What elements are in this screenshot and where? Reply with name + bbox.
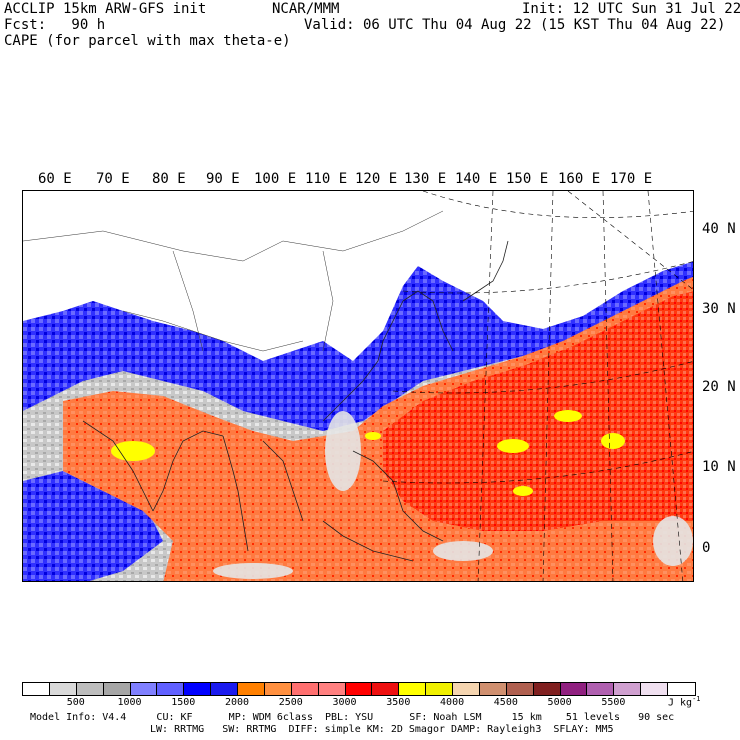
model-info-line2: LW: RRTMG SW: RRTMG DIFF: simple KM: 2D …: [150, 724, 614, 735]
borders: [23, 210, 444, 352]
colorbar-cell: [560, 683, 588, 695]
colorbar-cell: [291, 683, 319, 695]
latitude-label: 40 N: [702, 221, 736, 237]
very-high-cape-region: [383, 291, 693, 531]
colorbar-tick-label: 2000: [224, 697, 250, 708]
colorbar-cell: [641, 683, 668, 695]
latitude-label: 0: [702, 540, 711, 556]
colorbar-cell: [372, 683, 400, 695]
colorbar-cell: [479, 683, 507, 695]
longitude-label: 80 E: [152, 171, 186, 187]
extreme-cape-spots: [111, 410, 625, 496]
colorbar-units: J kg-1: [668, 694, 701, 708]
cape-map: [22, 190, 694, 582]
colorbar-cell: [238, 683, 265, 695]
cloud-like-patches: [213, 411, 693, 579]
longitude-label: 110 E: [305, 171, 348, 187]
init-time: Init: 12 UTC Sun 31 Jul 22: [522, 1, 740, 17]
units-exponent: -1: [692, 695, 701, 703]
longitude-label: 120 E: [355, 171, 398, 187]
longitude-label: 70 E: [96, 171, 130, 187]
longitude-label: 160 E: [558, 171, 601, 187]
colorbar-cell: [533, 683, 561, 695]
longitude-label: 170 E: [610, 171, 653, 187]
colorbar-cell: [184, 683, 212, 695]
colorbar-cell: [23, 683, 50, 695]
colorbar-tick-label: 5500: [601, 697, 626, 708]
low-cape-region: [23, 191, 693, 361]
latitude-label: 10 N: [702, 459, 736, 475]
colorbar-tick-label: 1000: [117, 697, 142, 708]
colorbar-tick-label: 5000: [547, 697, 572, 708]
longitude-label: 130 E: [404, 171, 447, 187]
latitude-label: 20 N: [702, 379, 736, 395]
colorbar-cell: [157, 683, 185, 695]
colorbar-cell: [103, 683, 131, 695]
units-text: J kg: [668, 697, 693, 709]
graticule: [382, 191, 693, 581]
colorbar-cell: [587, 683, 615, 695]
cape-map-canvas: [23, 191, 693, 581]
colorbar-tick-label: 4500: [493, 697, 518, 708]
colorbar-tick-label: 4000: [440, 697, 465, 708]
institution-label: NCAR/MMM: [272, 1, 340, 17]
colorbar-tick-label: 500: [66, 697, 85, 708]
colorbar-cell: [506, 683, 534, 695]
colorbar-tick-label: 2500: [278, 697, 303, 708]
valid-time: Valid: 06 UTC Thu 04 Aug 22 (15 KST Thu …: [304, 17, 726, 33]
model-info-line1: Model Info: V4.4 CU: KF MP: WDM 6class P…: [30, 712, 675, 723]
colorbar-cell: [211, 683, 238, 695]
field-title: CAPE (for parcel with max theta-e): [4, 33, 291, 49]
colorbar-cell: [345, 683, 373, 695]
coastlines: [82, 240, 509, 562]
colorbar-cell: [264, 683, 292, 695]
colorbar-tick-label: 3500: [386, 697, 411, 708]
forecast-hour: Fcst: 90 h: [4, 17, 106, 33]
colorbar-tick-label: 3000: [332, 697, 357, 708]
longitude-label: 140 E: [455, 171, 498, 187]
colorbar-cell: [76, 683, 104, 695]
colorbar-cell: [399, 683, 427, 695]
colorbar-tick-label: 1500: [171, 697, 196, 708]
longitude-label: 60 E: [38, 171, 72, 187]
colorbar-cell: [130, 683, 158, 695]
latitude-label: 30 N: [702, 301, 736, 317]
colorbar-cell: [668, 683, 695, 695]
longitude-label: 90 E: [206, 171, 240, 187]
model-title: ACCLIP 15km ARW-GFS init: [4, 1, 207, 17]
colorbar-cell: [49, 683, 77, 695]
colorbar-cell: [426, 683, 453, 695]
colorbar: [22, 682, 696, 696]
colorbar-cell: [614, 683, 642, 695]
longitude-label: 100 E: [254, 171, 297, 187]
colorbar-cell: [318, 683, 346, 695]
colorbar-cell: [453, 683, 480, 695]
longitude-label: 150 E: [506, 171, 549, 187]
